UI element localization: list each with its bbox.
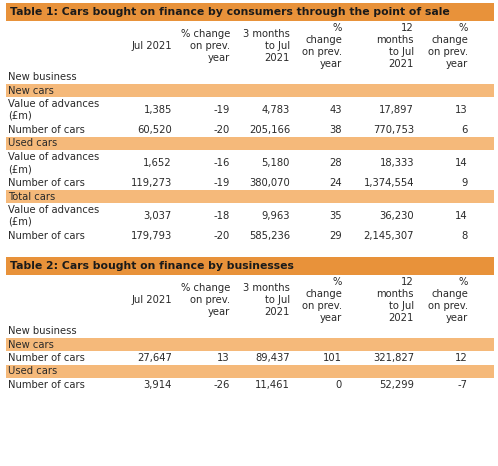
Text: 12
months
to Jul
2021: 12 months to Jul 2021 — [376, 277, 414, 323]
Text: 43: 43 — [330, 105, 342, 115]
Text: 18,333: 18,333 — [379, 158, 414, 168]
Text: Value of advances
(£m): Value of advances (£m) — [8, 99, 99, 121]
Text: 13: 13 — [217, 353, 230, 363]
Text: 770,753: 770,753 — [373, 125, 414, 135]
Bar — [6, 275, 494, 325]
Text: 27,647: 27,647 — [137, 353, 172, 363]
Text: 5,180: 5,180 — [261, 158, 290, 168]
Bar — [6, 257, 494, 275]
Text: 13: 13 — [455, 105, 468, 115]
Text: 179,793: 179,793 — [131, 231, 172, 241]
Bar — [6, 71, 494, 84]
Text: 60,520: 60,520 — [137, 125, 172, 135]
Text: 3,037: 3,037 — [144, 211, 172, 221]
Text: Number of cars: Number of cars — [8, 125, 85, 135]
Text: 205,166: 205,166 — [249, 125, 290, 135]
Text: %
change
on prev.
year: % change on prev. year — [302, 23, 342, 69]
Text: 1,374,554: 1,374,554 — [364, 178, 414, 188]
Text: Total cars: Total cars — [8, 192, 55, 201]
Text: Jul 2021: Jul 2021 — [131, 41, 172, 51]
Text: 4,783: 4,783 — [262, 105, 290, 115]
Text: 2,145,307: 2,145,307 — [364, 231, 414, 241]
Bar — [6, 123, 494, 137]
Bar — [6, 325, 494, 338]
Text: Number of cars: Number of cars — [8, 178, 85, 188]
Text: Table 2: Cars bought on finance by businesses: Table 2: Cars bought on finance by busin… — [10, 261, 294, 271]
Text: 24: 24 — [329, 178, 342, 188]
Bar — [6, 351, 494, 365]
Bar — [6, 84, 494, 97]
Text: 1,385: 1,385 — [143, 105, 172, 115]
Bar — [6, 365, 494, 378]
Text: 52,299: 52,299 — [379, 380, 414, 390]
Bar — [6, 338, 494, 351]
Text: % change
on prev.
year: % change on prev. year — [181, 283, 230, 317]
Text: 380,070: 380,070 — [249, 178, 290, 188]
Text: Number of cars: Number of cars — [8, 231, 85, 241]
Text: New cars: New cars — [8, 85, 54, 96]
Text: -19: -19 — [214, 178, 230, 188]
Text: 11,461: 11,461 — [255, 380, 290, 390]
Text: Jul 2021: Jul 2021 — [131, 295, 172, 305]
Text: Value of advances
(£m): Value of advances (£m) — [8, 152, 99, 174]
Text: 0: 0 — [336, 380, 342, 390]
Text: Used cars: Used cars — [8, 138, 57, 149]
Text: -20: -20 — [214, 125, 230, 135]
Bar — [6, 21, 494, 71]
Text: Value of advances
(£m): Value of advances (£m) — [8, 205, 99, 227]
Text: 14: 14 — [455, 158, 468, 168]
Text: %
change
on prev.
year: % change on prev. year — [428, 23, 468, 69]
Bar — [6, 203, 494, 229]
Text: 12
months
to Jul
2021: 12 months to Jul 2021 — [376, 23, 414, 69]
Text: 17,897: 17,897 — [379, 105, 414, 115]
Text: %
change
on prev.
year: % change on prev. year — [428, 277, 468, 323]
Bar — [6, 150, 494, 176]
Text: Table 1: Cars bought on finance by consumers through the point of sale: Table 1: Cars bought on finance by consu… — [10, 7, 450, 17]
Text: Number of cars: Number of cars — [8, 353, 85, 363]
Text: New business: New business — [8, 327, 77, 336]
Bar — [6, 176, 494, 190]
Text: %
change
on prev.
year: % change on prev. year — [302, 277, 342, 323]
Text: -20: -20 — [214, 231, 230, 241]
Text: 14: 14 — [455, 211, 468, 221]
Text: New cars: New cars — [8, 340, 54, 350]
Text: 28: 28 — [329, 158, 342, 168]
Text: Used cars: Used cars — [8, 366, 57, 377]
Text: 101: 101 — [323, 353, 342, 363]
Text: 119,273: 119,273 — [131, 178, 172, 188]
Text: 6: 6 — [462, 125, 468, 135]
Text: % change
on prev.
year: % change on prev. year — [181, 29, 230, 63]
Text: -19: -19 — [214, 105, 230, 115]
Text: 35: 35 — [329, 211, 342, 221]
Text: 29: 29 — [329, 231, 342, 241]
Text: 12: 12 — [455, 353, 468, 363]
Text: 585,236: 585,236 — [249, 231, 290, 241]
Text: 3,914: 3,914 — [143, 380, 172, 390]
Text: 3 months
to Jul
2021: 3 months to Jul 2021 — [243, 283, 290, 317]
Text: 9,963: 9,963 — [261, 211, 290, 221]
Text: -18: -18 — [214, 211, 230, 221]
Bar — [6, 97, 494, 123]
Text: 3 months
to Jul
2021: 3 months to Jul 2021 — [243, 29, 290, 63]
Bar — [6, 3, 494, 21]
Text: Number of cars: Number of cars — [8, 380, 85, 390]
Text: 9: 9 — [462, 178, 468, 188]
Text: -7: -7 — [458, 380, 468, 390]
Bar — [6, 378, 494, 392]
Text: 321,827: 321,827 — [373, 353, 414, 363]
Bar — [6, 229, 494, 243]
Bar — [6, 190, 494, 203]
Text: 38: 38 — [330, 125, 342, 135]
Text: New business: New business — [8, 73, 77, 82]
Text: 8: 8 — [462, 231, 468, 241]
Text: 89,437: 89,437 — [255, 353, 290, 363]
Text: -16: -16 — [214, 158, 230, 168]
Text: 36,230: 36,230 — [379, 211, 414, 221]
Text: 1,652: 1,652 — [143, 158, 172, 168]
Text: -26: -26 — [214, 380, 230, 390]
Bar — [6, 137, 494, 150]
